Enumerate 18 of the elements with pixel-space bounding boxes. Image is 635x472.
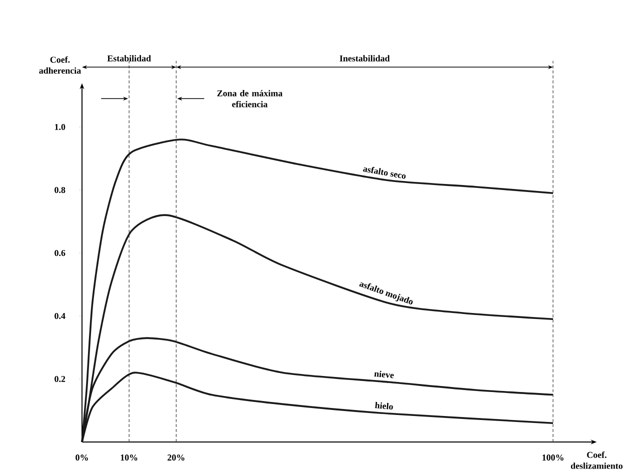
y-axis-title: Coef. adherencia [39,56,81,74]
x-tick-label: 20% [168,454,184,461]
annotation: Zona de máxima eficiencia [217,90,282,108]
text: asfalto seco [363,166,406,179]
x-axis-title: Coef. deslizamiento [570,452,623,469]
y-tick-label: 0.2 [54,376,66,382]
x-tick-label: 0% [76,454,88,461]
y-tick-label: 0.8 [54,186,66,194]
text: hielo [374,402,393,410]
text: asfalto mojado [359,282,413,304]
text: nieve [374,370,394,378]
y-tick-label: 0.6 [54,250,66,256]
y-tick-label: 0.4 [54,312,66,320]
y-tick-label: 1.0 [54,124,66,130]
text: Estabilidad [107,55,151,62]
x-tick-label: 100% [542,454,564,461]
x-tick-label: 10% [120,454,138,461]
text: Inestabilidad [340,55,390,62]
